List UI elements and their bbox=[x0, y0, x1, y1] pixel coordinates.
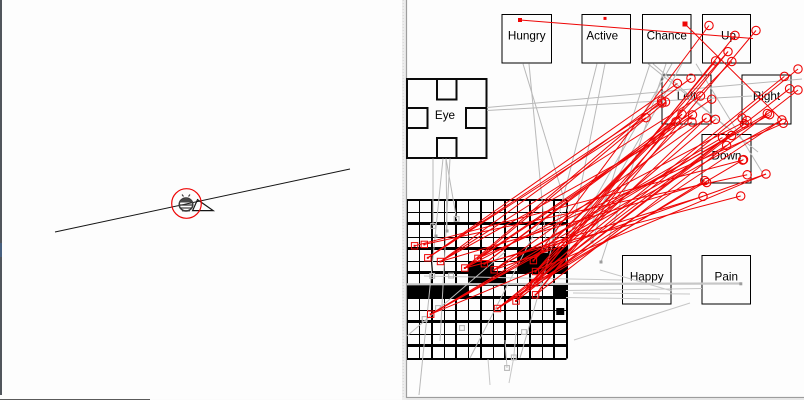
svg-text:Down: Down bbox=[712, 149, 742, 162]
svg-text:Happy: Happy bbox=[630, 270, 664, 283]
svg-text:Active: Active bbox=[586, 29, 618, 42]
svg-text:Hungry: Hungry bbox=[508, 29, 546, 42]
svg-text:Right: Right bbox=[753, 90, 781, 103]
svg-text:Eye: Eye bbox=[435, 109, 455, 122]
svg-text:Pain: Pain bbox=[715, 270, 738, 283]
